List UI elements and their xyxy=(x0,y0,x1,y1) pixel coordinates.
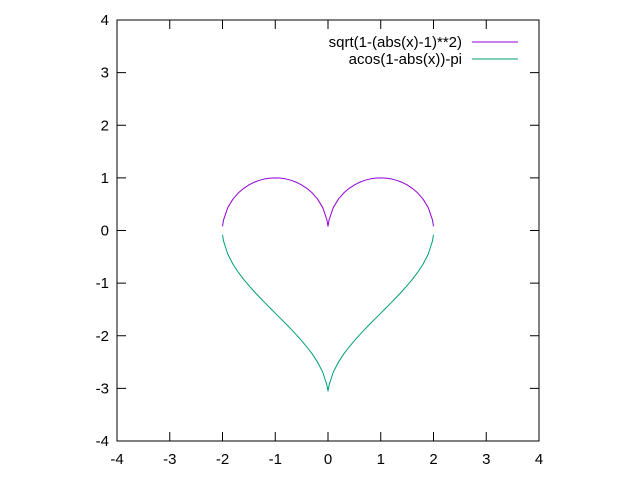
ticks-layer: -4 -3 -2 -1 0 1 2 3 4 -4 -3 -2 -1 0 1 2 3 4 xyxy=(96,12,544,468)
legend-label-1: sqrt(1-(abs(x)-1)**2) xyxy=(329,34,462,51)
series-line-2 xyxy=(222,234,434,392)
x-tick-label: 0 xyxy=(324,451,332,468)
x-tick-label: -2 xyxy=(216,451,229,468)
x-tick-label: 3 xyxy=(482,451,490,468)
y-tick-label: -1 xyxy=(96,275,109,292)
x-tick-label: 1 xyxy=(377,451,385,468)
y-tick-label: 1 xyxy=(101,170,109,187)
y-tick-label: -3 xyxy=(96,380,109,397)
legend: sqrt(1-(abs(x)-1)**2)acos(1-abs(x))-pi xyxy=(329,34,518,68)
series-layer xyxy=(222,177,434,392)
x-tick-label: -4 xyxy=(110,451,123,468)
x-tick-label: 2 xyxy=(429,451,437,468)
y-tick-label: 2 xyxy=(101,117,109,134)
y-tick-label: -2 xyxy=(96,328,109,345)
plot-frame xyxy=(116,19,540,442)
x-tick-label: -1 xyxy=(269,451,282,468)
legend-label-2: acos(1-abs(x))-pi xyxy=(349,51,462,68)
x-tick-label: -3 xyxy=(163,451,176,468)
x-tick-label: 4 xyxy=(535,451,543,468)
series-line-1 xyxy=(222,177,434,227)
y-tick-label: 3 xyxy=(101,65,109,82)
y-tick-label: -4 xyxy=(96,433,109,450)
y-tick-label: 0 xyxy=(101,223,109,240)
y-tick-label: 4 xyxy=(101,12,109,29)
